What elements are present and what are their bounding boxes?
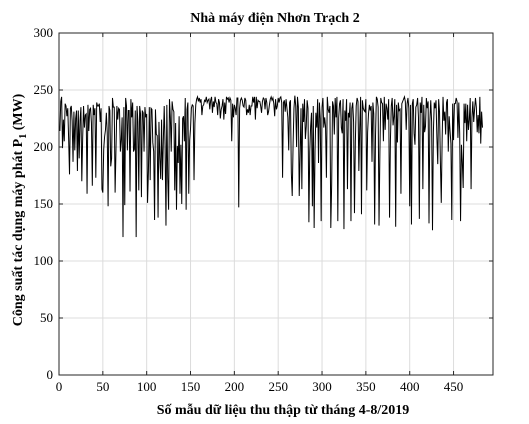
x-tick-label: 200 bbox=[225, 379, 245, 394]
y-tick-label: 250 bbox=[34, 82, 54, 97]
y-tick-label: 150 bbox=[34, 196, 54, 211]
y-axis-label: Công suất tác dụng máy phát P1 (MW) bbox=[11, 93, 29, 326]
y-tick-label: 0 bbox=[47, 367, 54, 382]
y-tick-label: 100 bbox=[34, 253, 54, 268]
grid-lines bbox=[59, 33, 493, 375]
series-line bbox=[59, 95, 483, 238]
x-tick-label: 300 bbox=[312, 379, 332, 394]
x-tick-label: 100 bbox=[137, 379, 157, 394]
x-tick-label: 0 bbox=[56, 379, 63, 394]
y-tick-label: 50 bbox=[40, 310, 53, 325]
x-tick-label: 350 bbox=[356, 379, 376, 394]
x-tick-label: 450 bbox=[444, 379, 464, 394]
y-tick-label: 200 bbox=[34, 139, 54, 154]
y-axis-label-main: Công suất tác dụng máy phát P bbox=[11, 138, 26, 326]
y-tick-label: 300 bbox=[34, 25, 54, 40]
y-axis-label-subscript: 1 bbox=[18, 134, 29, 139]
x-tick-label: 250 bbox=[268, 379, 288, 394]
x-axis-label: Số mẫu dữ liệu thu thập từ tháng 4-8/201… bbox=[157, 402, 410, 418]
y-axis-label-unit: (MW) bbox=[11, 93, 26, 133]
axis-ticks: 0 50 100 150 200 250 300 350 400 450 0 50 100 150 200 2… bbox=[34, 25, 493, 394]
x-tick-label: 400 bbox=[400, 379, 420, 394]
x-tick-label: 150 bbox=[181, 379, 201, 394]
data-series bbox=[59, 95, 483, 238]
chart-title: Nhà máy điện Nhơn Trạch 2 bbox=[190, 11, 359, 26]
x-tick-label: 50 bbox=[96, 379, 109, 394]
